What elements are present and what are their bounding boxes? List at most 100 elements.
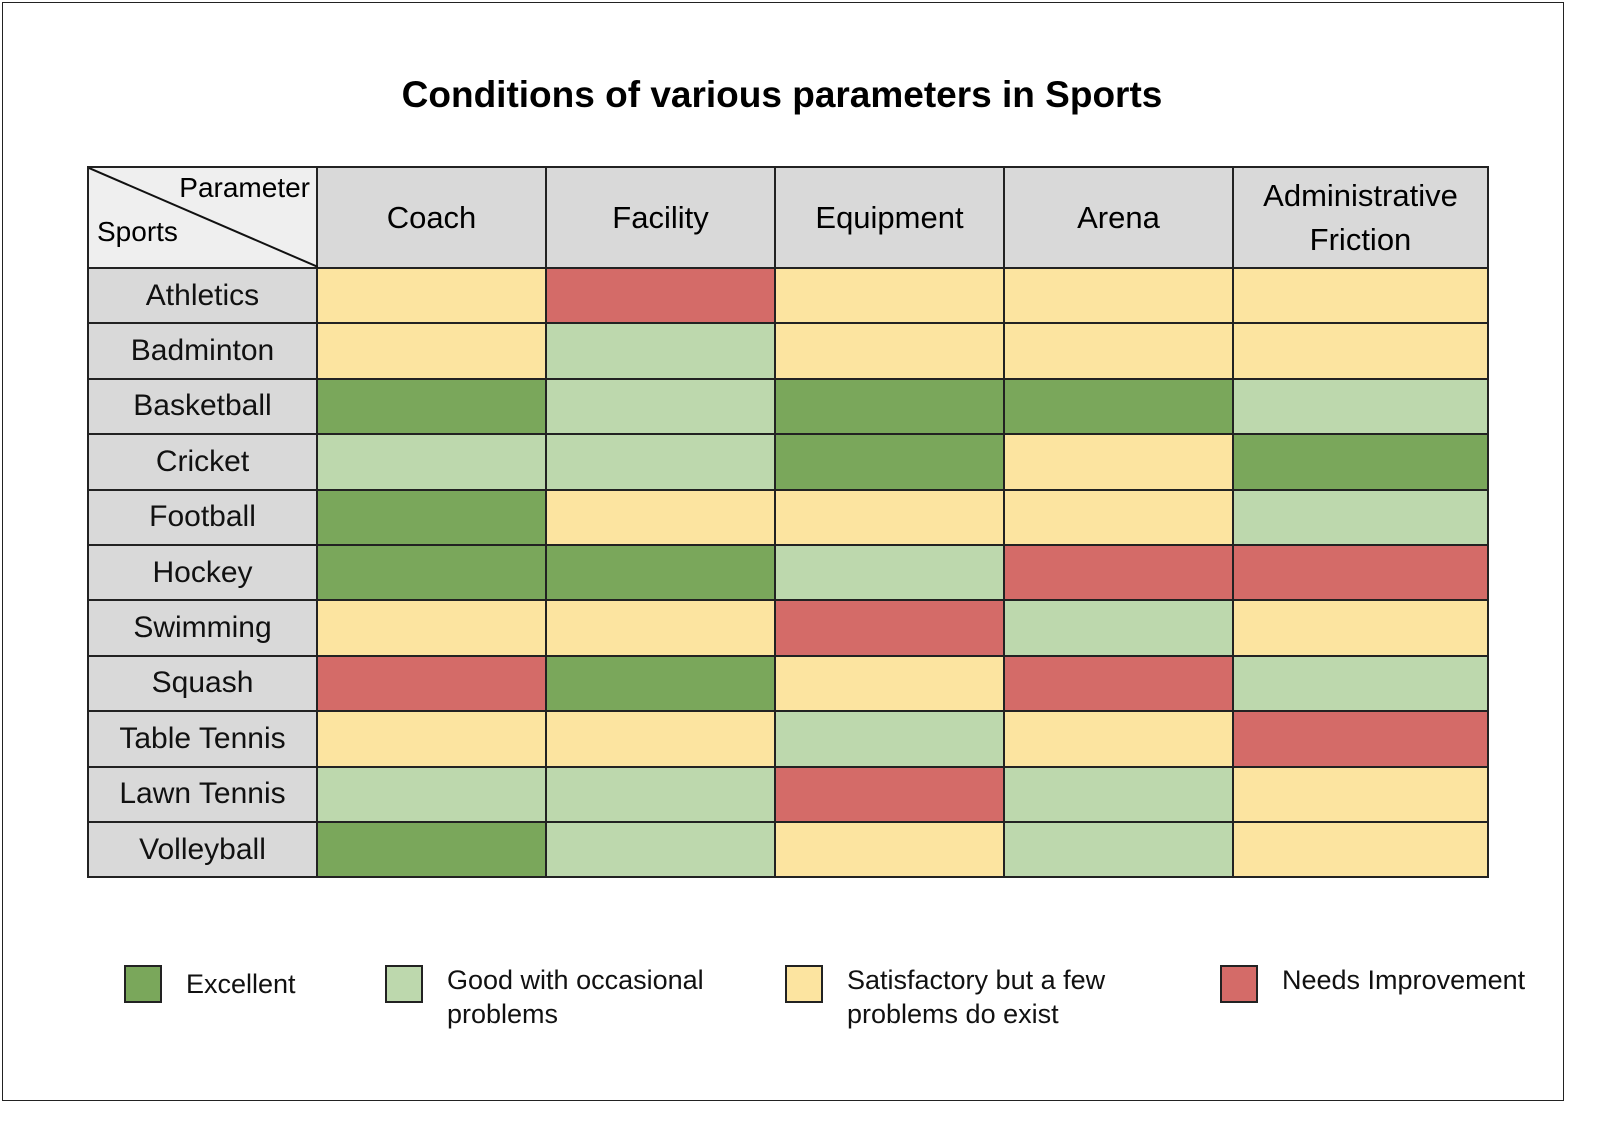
heatmap-table: Parameter Sports Coach Facility Equipment A… xyxy=(87,166,1489,879)
column-header: Arena xyxy=(1003,166,1234,269)
heatmap-cell xyxy=(545,765,776,823)
heatmap-cell xyxy=(1003,599,1234,657)
heatmap-cell xyxy=(1232,820,1489,879)
heatmap-cell xyxy=(774,377,1005,436)
heatmap-cell xyxy=(774,654,1005,713)
column-axis-label: Parameter xyxy=(179,172,310,203)
legend-swatch xyxy=(1220,965,1258,1003)
table-row: Squash xyxy=(87,654,1489,713)
heatmap-cell xyxy=(774,488,1005,546)
heatmap-cell xyxy=(545,266,776,325)
column-header: Coach xyxy=(316,166,547,269)
heatmap-cell xyxy=(545,654,776,713)
heatmap-cell xyxy=(545,820,776,879)
heatmap-cell xyxy=(1003,488,1234,546)
legend-label: Satisfactory but a few problems do exist xyxy=(847,965,1106,1029)
column-header: Facility xyxy=(545,166,776,269)
header-row: Parameter Sports Coach Facility Equipment A… xyxy=(87,166,1489,269)
heatmap-cell xyxy=(1003,322,1234,380)
heatmap-cell xyxy=(1232,710,1489,768)
heatmap-cell xyxy=(774,543,1005,602)
row-header: Volleyball xyxy=(87,820,318,879)
corner-header: Parameter Sports xyxy=(87,166,318,269)
row-header: Hockey xyxy=(87,543,318,602)
row-axis-label: Sports xyxy=(97,216,178,247)
legend-item: Needs Improvement xyxy=(1220,965,1542,1003)
heatmap-cell xyxy=(1232,322,1489,380)
heatmap-cell xyxy=(1232,433,1489,491)
legend-item: Excellent xyxy=(124,965,386,1003)
table-row: Hockey xyxy=(87,543,1489,602)
heatmap-cell xyxy=(316,322,547,380)
heatmap-cell xyxy=(774,433,1005,491)
heatmap-cell xyxy=(316,377,547,436)
heatmap-cell xyxy=(316,710,547,768)
heatmap-cell xyxy=(316,820,547,879)
legend-swatch xyxy=(785,965,823,1003)
heatmap-cell xyxy=(1003,820,1234,879)
heatmap-cell xyxy=(774,599,1005,657)
table-row: Football xyxy=(87,488,1489,546)
legend-label: Needs Improvement xyxy=(1282,965,1526,995)
table-row: Cricket xyxy=(87,433,1489,491)
row-header: Cricket xyxy=(87,433,318,491)
legend-label: Good with occasional problems xyxy=(447,965,704,1029)
heatmap-cell xyxy=(316,765,547,823)
heatmap-cell xyxy=(774,765,1005,823)
legend-swatch xyxy=(124,965,162,1003)
row-header: Basketball xyxy=(87,377,318,436)
row-header: Badminton xyxy=(87,322,318,380)
legend-label: Excellent xyxy=(186,969,296,999)
heatmap-cell xyxy=(1232,488,1489,546)
table-row: Swimming xyxy=(87,599,1489,657)
heatmap-cell xyxy=(1232,654,1489,713)
heatmap-cell xyxy=(545,433,776,491)
heatmap-cell xyxy=(1003,765,1234,823)
heatmap-cell xyxy=(774,710,1005,768)
chart-title: Conditions of various parameters in Spor… xyxy=(401,74,1163,115)
row-header: Lawn Tennis xyxy=(87,765,318,823)
heatmap-cell xyxy=(316,543,547,602)
heatmap-cell xyxy=(1003,543,1234,602)
heatmap-cell xyxy=(1003,710,1234,768)
heatmap-cell xyxy=(545,322,776,380)
heatmap-cell xyxy=(545,710,776,768)
table-row: Volleyball xyxy=(87,820,1489,879)
heatmap-cell xyxy=(316,654,547,713)
diagonal-divider xyxy=(89,168,318,268)
row-header: Table Tennis xyxy=(87,710,318,768)
heatmap-cell xyxy=(1232,543,1489,602)
table-row: Basketball xyxy=(87,377,1489,436)
heatmap-cell xyxy=(1003,377,1234,436)
heatmap-cell xyxy=(774,266,1005,325)
heatmap-cell xyxy=(1232,377,1489,436)
heatmap-cell xyxy=(1003,654,1234,713)
table-row: Table Tennis xyxy=(87,710,1489,768)
table-row: Athletics xyxy=(87,266,1489,325)
heatmap-cell xyxy=(1232,266,1489,325)
heatmap-cell xyxy=(316,599,547,657)
legend-item: Satisfactory but a few problems do exist xyxy=(785,965,1147,1031)
row-header: Squash xyxy=(87,654,318,713)
heatmap-cell xyxy=(1003,266,1234,325)
heatmap-cell xyxy=(545,599,776,657)
heatmap-cell xyxy=(316,488,547,546)
heatmap-cell xyxy=(545,543,776,602)
heatmap-cell xyxy=(545,377,776,436)
table-row: Badminton xyxy=(87,322,1489,380)
legend-item: Good with occasional problems xyxy=(385,965,747,1031)
chart-frame xyxy=(2,2,1564,1101)
heatmap-cell xyxy=(1232,599,1489,657)
heatmap-cell xyxy=(545,488,776,546)
row-header: Swimming xyxy=(87,599,318,657)
heatmap-cell xyxy=(774,820,1005,879)
heatmap-cell xyxy=(316,266,547,325)
heatmap-cell xyxy=(316,433,547,491)
column-header: Equipment xyxy=(774,166,1005,269)
heatmap-cell xyxy=(774,322,1005,380)
heatmap-cell xyxy=(1003,433,1234,491)
column-header: Administrative Friction xyxy=(1232,166,1489,269)
table-row: Lawn Tennis xyxy=(87,765,1489,823)
heatmap-cell xyxy=(1232,765,1489,823)
legend-swatch xyxy=(385,965,423,1003)
